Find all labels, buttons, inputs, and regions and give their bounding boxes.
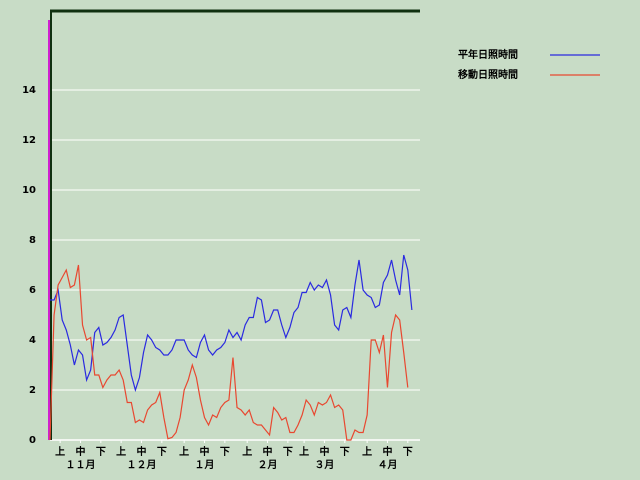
series-line [50,254,413,393]
y-tick-label: 10 [22,185,36,196]
month-label: １月 [195,459,215,471]
y-tick-label: 8 [29,235,36,246]
x-tick-label: 下 [283,446,293,458]
y-tick-label: 4 [29,335,36,346]
x-tick-label: 上 [179,445,189,458]
x-tick-label: 下 [157,446,167,458]
x-tick-label: 下 [220,446,230,458]
month-label: １２月 [126,459,156,471]
y-tick-label: 14 [22,85,36,96]
month-label: ４月 [377,459,397,471]
legend-label: 平年日照時間 [458,48,518,61]
series-line [49,264,409,441]
legend-label: 移動日照時間 [458,68,518,81]
x-tick-label: 上 [116,445,126,458]
x-tick-label: 中 [263,445,273,458]
month-label: １１月 [65,459,95,471]
x-tick-label: 中 [136,445,146,458]
x-tick-label: 上 [299,445,309,458]
y-tick-label: 6 [29,285,36,296]
x-tick-label: 下 [96,446,106,458]
x-tick-label: 下 [340,446,350,458]
y-tick-label: 12 [22,135,36,146]
month-label: ３月 [314,459,334,471]
month-label: ２月 [258,459,278,471]
x-tick-label: 中 [75,445,85,458]
x-tick-label: 上 [55,445,65,458]
x-tick-label: 中 [382,445,392,458]
x-tick-label: 下 [403,446,413,458]
x-tick-label: 中 [319,445,329,458]
x-tick-label: 上 [362,445,372,458]
y-tick-label: 0 [29,435,36,446]
x-tick-label: 中 [200,445,210,458]
x-tick-label: 上 [242,445,252,458]
y-tick-label: 2 [29,385,36,396]
